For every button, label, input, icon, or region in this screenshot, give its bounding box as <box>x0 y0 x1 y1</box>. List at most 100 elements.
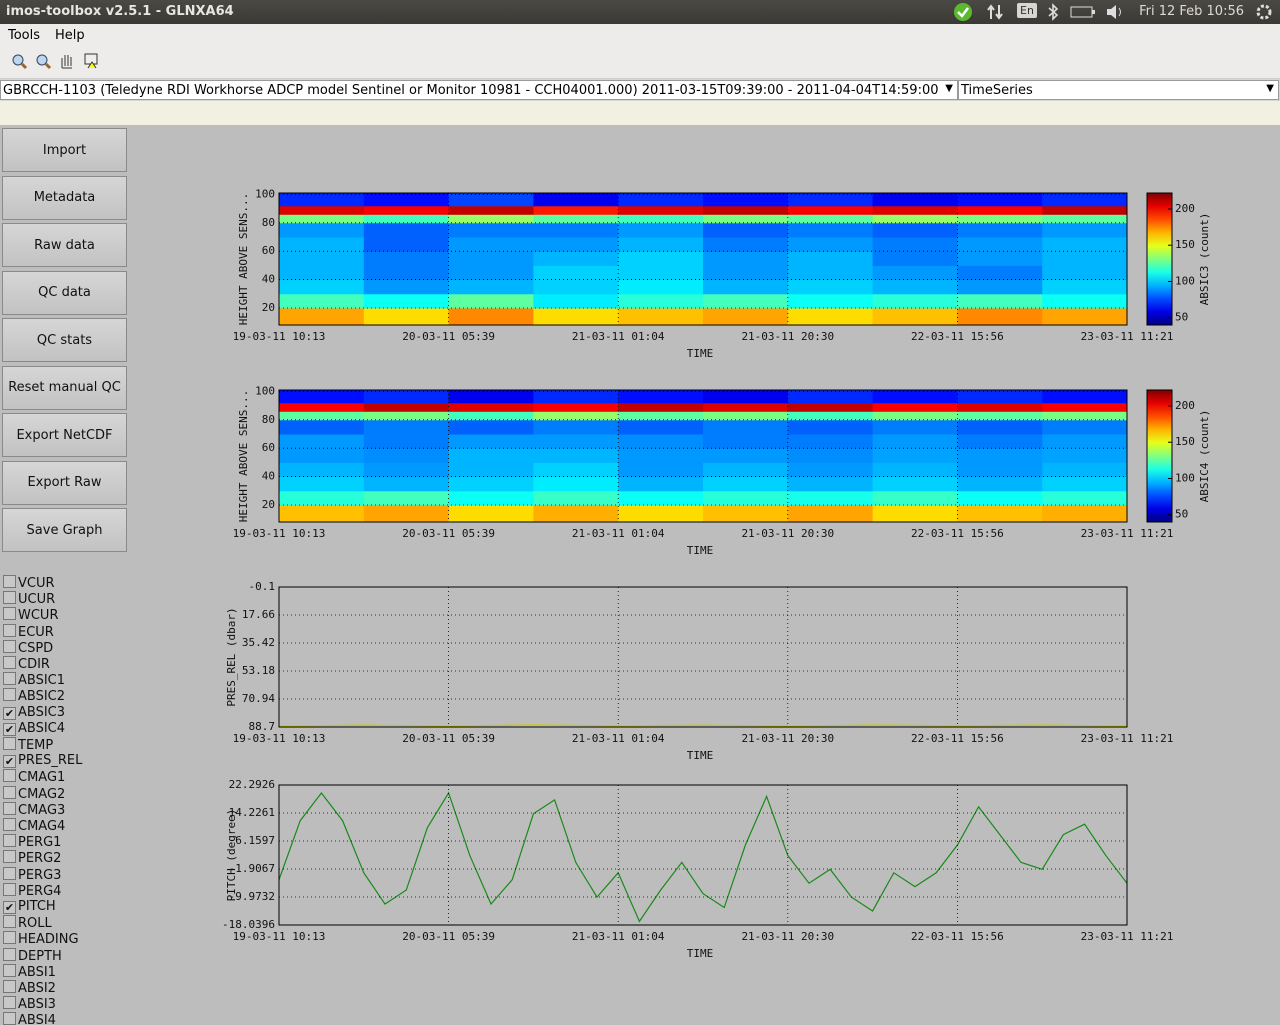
variable-item[interactable]: ✔ PRES_REL <box>3 753 82 769</box>
variable-item[interactable]: CMAG3 <box>3 801 65 818</box>
checkbox[interactable] <box>3 639 16 653</box>
heatmap-cell <box>363 411 450 421</box>
variable-item[interactable]: ABSI2 <box>3 980 56 996</box>
variable-item[interactable]: VCUR <box>3 575 55 591</box>
heatmap-cell <box>363 462 450 478</box>
variable-item[interactable]: ROLL <box>3 915 52 931</box>
variable-item[interactable]: UCUR <box>3 591 55 607</box>
checkbox[interactable] <box>3 947 16 961</box>
checkbox[interactable] <box>3 688 16 702</box>
heatmap-cell <box>618 419 704 435</box>
settings-icon[interactable] <box>1254 2 1274 22</box>
checkbox[interactable] <box>3 996 16 1010</box>
checkbox[interactable] <box>3 850 16 864</box>
checkbox[interactable] <box>3 591 16 605</box>
checkbox[interactable] <box>3 607 16 621</box>
checkbox[interactable] <box>3 818 16 831</box>
keyboard-indicator[interactable]: En <box>1017 3 1037 18</box>
variable-item[interactable]: ABSIC1 <box>3 672 65 688</box>
heatmap-cell <box>618 279 704 295</box>
variable-item[interactable]: CMAG1 <box>3 769 65 785</box>
checkbox[interactable] <box>3 672 16 686</box>
heatmap-cell <box>872 419 958 435</box>
button[interactable]: Raw data <box>2 223 127 267</box>
heatmap-cell <box>279 205 365 215</box>
heatmap-cell <box>957 411 1043 421</box>
variable-item[interactable]: CMAG2 <box>3 785 65 802</box>
variable-item[interactable]: ABSIC2 <box>3 688 65 704</box>
checkbox[interactable] <box>3 575 16 588</box>
heatmap-cell <box>618 205 704 215</box>
dataset-select[interactable]: GBRCCH-1103 (Teledyne RDI Workhorse ADCP… <box>0 80 958 100</box>
x-axis-label: TIME <box>687 347 714 360</box>
checkbox[interactable]: ✔ <box>3 755 16 769</box>
variable-item[interactable]: CSPD <box>3 639 53 656</box>
checkbox[interactable] <box>3 866 16 880</box>
y-tick-label: 20 <box>262 301 275 314</box>
heatmap-cell <box>1042 402 1128 412</box>
variable-item[interactable]: PERG3 <box>3 866 62 883</box>
heatmap-cell <box>1042 237 1128 252</box>
button[interactable]: Metadata <box>2 175 127 220</box>
heatmap-cell <box>787 490 874 506</box>
variable-item[interactable]: PERG1 <box>3 834 61 850</box>
variable-item[interactable]: ABSI1 <box>3 963 56 980</box>
menu-item[interactable]: Help <box>55 28 85 43</box>
variable-item[interactable]: CMAG4 <box>3 818 65 834</box>
variable-item[interactable]: ✔ ABSIC4 <box>3 721 65 737</box>
checkbox[interactable] <box>3 931 16 945</box>
variable-name: CMAG1 <box>18 770 66 786</box>
button[interactable]: Import <box>2 128 127 172</box>
heatmap-cell <box>957 419 1043 435</box>
window-title: imos-toolbox v2.5.1 - GLNXA64 <box>6 4 234 19</box>
heatmap-cell <box>618 476 704 492</box>
variable-item[interactable]: PERG2 <box>3 850 61 866</box>
colorbar-label: ABSIC4 (count) <box>1198 410 1211 503</box>
checkbox[interactable] <box>3 801 16 815</box>
button[interactable]: Save Graph <box>2 508 127 552</box>
variable-item[interactable]: DEPTH <box>3 947 62 964</box>
button[interactable]: Export NetCDF <box>2 413 127 457</box>
checkbox[interactable]: ✔ <box>3 722 16 736</box>
variable-item[interactable]: ABSI3 <box>3 996 56 1012</box>
x-tick-label: 21-03-11 01:04 <box>572 330 665 343</box>
variable-item[interactable]: ECUR <box>3 623 54 640</box>
heatmap-cell <box>1042 411 1128 421</box>
checkbox[interactable] <box>3 656 16 669</box>
heatmap-cell <box>533 193 619 207</box>
variable-item[interactable]: HEADING <box>3 931 79 947</box>
mode-select-text: TimeSeries <box>961 83 1033 98</box>
checkbox[interactable] <box>3 623 16 637</box>
checkbox[interactable] <box>3 737 16 750</box>
variable-name: ECUR <box>18 624 54 640</box>
heatmap-cell <box>787 279 874 295</box>
checkbox[interactable] <box>3 980 16 993</box>
menu-item[interactable]: Tools <box>8 28 41 43</box>
button[interactable]: QC data <box>2 270 127 315</box>
variable-item[interactable]: ✔ ABSIC3 <box>3 705 65 721</box>
checkbox[interactable] <box>3 834 16 848</box>
button[interactable]: Reset manual QC <box>2 365 127 410</box>
variable-item[interactable]: PERG4 <box>3 882 61 899</box>
checkbox[interactable]: ✔ <box>3 901 16 914</box>
mode-select[interactable]: TimeSeries ▼ <box>958 80 1279 100</box>
heatmap-cell <box>957 193 1043 207</box>
variable-item[interactable]: WCUR <box>3 607 58 623</box>
button[interactable]: Export Raw <box>2 460 127 505</box>
colorbar-label: ABSIC3 (count) <box>1198 213 1211 306</box>
checkbox[interactable] <box>3 963 16 977</box>
variable-item[interactable]: ✔ PITCH <box>3 899 56 915</box>
checkbox[interactable]: ✔ <box>3 706 16 720</box>
checkbox[interactable] <box>3 785 16 799</box>
variable-name: ABSI3 <box>18 997 56 1013</box>
x-tick-label: 22-03-11 15:56 <box>911 732 1004 745</box>
toolbar-icons[interactable] <box>8 50 108 78</box>
checkbox[interactable] <box>3 769 16 783</box>
status-icon <box>954 3 972 21</box>
variable-item[interactable]: TEMP <box>3 737 53 753</box>
checkbox[interactable] <box>3 882 16 896</box>
checkbox[interactable] <box>3 915 16 929</box>
button[interactable]: QC stats <box>2 318 127 362</box>
variable-item[interactable]: CDIR <box>3 656 50 672</box>
variable-name: PERG3 <box>18 867 62 883</box>
